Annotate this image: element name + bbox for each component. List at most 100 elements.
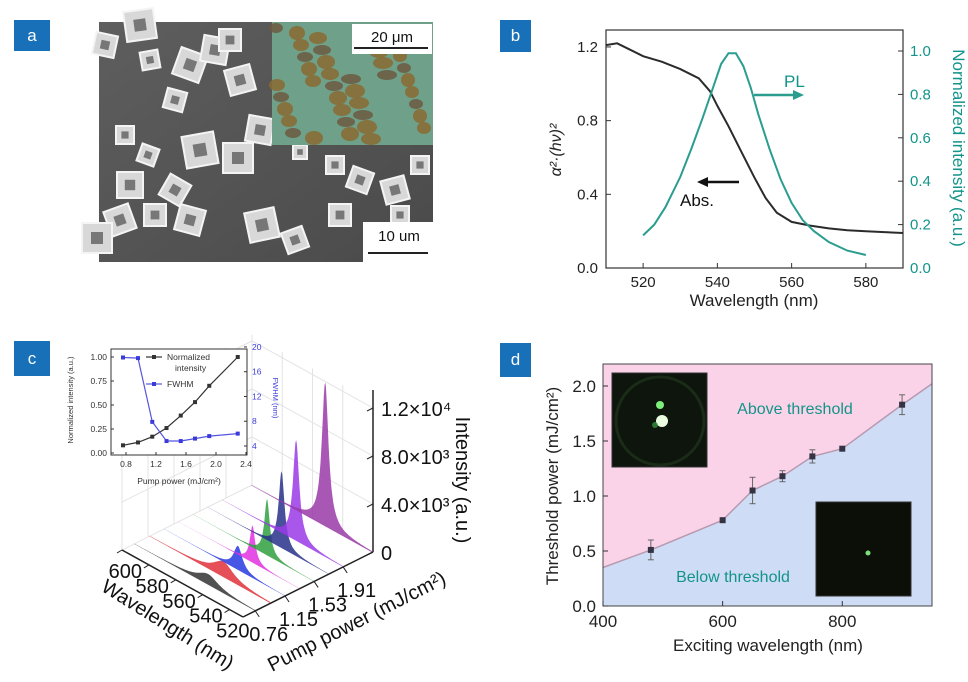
- fwhm-line: [122, 356, 238, 442]
- wavelength-tick-label: 520: [216, 621, 249, 643]
- crystal: [116, 171, 144, 199]
- optical-crystal: [361, 133, 381, 145]
- crystal: [325, 155, 345, 175]
- crystal: [138, 48, 162, 72]
- wavelength-tick-label: 560: [162, 591, 195, 613]
- optical-crystal: [325, 81, 343, 91]
- intensity-tick: [366, 407, 374, 412]
- fwhm-point: [121, 355, 125, 360]
- crystal-pit: [182, 57, 198, 73]
- grid-line: [121, 436, 374, 505]
- scale-bar-inset-label: 20 μm: [371, 29, 413, 46]
- pump-power-tick: [254, 610, 260, 618]
- fwhm-point: [150, 419, 155, 424]
- data-point: [809, 453, 816, 460]
- inset-y-right-tick-label: 8: [252, 416, 257, 426]
- intensity-line: [122, 356, 239, 446]
- crystal-pit: [183, 213, 197, 227]
- crystal-pit: [297, 149, 303, 155]
- scale-bar-main-box: [363, 222, 433, 262]
- abs-annotation: Abs.: [680, 191, 714, 210]
- optical-crystal: [305, 75, 321, 87]
- inset-y-tick-label: 0.75: [90, 376, 107, 386]
- crystal-pit: [232, 152, 244, 164]
- inset-y-tick-label: 0.00: [90, 448, 107, 458]
- inset-y-tick-label: 1.00: [90, 352, 107, 362]
- crystal-pit: [170, 95, 180, 105]
- optical-crystal: [281, 115, 297, 127]
- optical-crystal: [373, 57, 393, 69]
- optical-crystal: [341, 74, 361, 84]
- data-point: [749, 487, 756, 494]
- legend-intensity: Normalized intensity: [167, 352, 210, 373]
- data-point: [779, 473, 786, 480]
- crystal-pit: [335, 210, 345, 220]
- crystal: [243, 206, 281, 244]
- crystal: [135, 142, 161, 168]
- wavelength-tick: [224, 609, 230, 613]
- crystal: [410, 155, 430, 175]
- crystal-pit: [145, 55, 155, 65]
- crystal-pit: [389, 184, 401, 196]
- intensity-point: [150, 434, 155, 439]
- optical-crystal: [289, 26, 305, 40]
- y-right-tick-label: 0.0: [910, 260, 931, 277]
- above-threshold-image: [611, 372, 708, 468]
- y-right-tick-label: 0.4: [910, 173, 931, 190]
- below-threshold-label: Below threshold: [676, 569, 790, 586]
- y-tick-label: 0.5: [572, 542, 596, 561]
- intensity-point: [207, 383, 212, 388]
- spectrum-1.15: [164, 528, 286, 596]
- y-tick-label: 0.8: [577, 113, 598, 130]
- intensity-point: [193, 400, 197, 405]
- abs-arrow: [697, 177, 739, 187]
- crystal-pit: [113, 213, 127, 227]
- pump-power-tick-label: 1.91: [337, 580, 376, 602]
- y-axis-label: Threshold power (mJ/cm²): [543, 387, 562, 585]
- crystal: [180, 130, 220, 170]
- pump-power-tick: [313, 581, 319, 588]
- crystal: [328, 203, 352, 227]
- x-tick-label: 520: [631, 274, 656, 291]
- y-axis-label-right: Normalized intensity (a.u.): [949, 49, 968, 246]
- crystal: [279, 224, 311, 256]
- wavelength-tick-label: 600: [109, 561, 142, 583]
- inset-x-tick-label: 1.6: [180, 459, 192, 469]
- x-tick-label: 600: [708, 612, 736, 631]
- fwhm-point: [136, 356, 140, 361]
- x-tick-label: 800: [828, 612, 856, 631]
- y-tick-label: 1.2: [577, 39, 598, 56]
- optical-crystal: [337, 117, 355, 127]
- crystal: [170, 45, 210, 85]
- x-tick-label: 400: [589, 612, 617, 631]
- optical-crystal: [269, 79, 285, 91]
- intensity-tick-label: 0: [381, 543, 392, 565]
- pl-curve: [642, 52, 867, 256]
- intensity-point: [136, 440, 140, 445]
- crystal-pit: [124, 179, 136, 191]
- crystal-pit: [416, 161, 424, 169]
- pl-annotation: PL: [784, 72, 805, 91]
- below-threshold-image: [815, 501, 912, 597]
- inset-y-axis-label-right: FWHM (nm): [271, 378, 280, 419]
- optical-crystal: [409, 99, 423, 109]
- y-tick-label: 0.4: [577, 186, 598, 203]
- optical-crystal: [293, 39, 309, 51]
- plot-frame: [605, 29, 904, 269]
- x-tick-label: 580: [853, 274, 878, 291]
- y-tick-label: 2.0: [572, 377, 596, 396]
- crystal-face: [81, 222, 113, 254]
- optical-crystal: [397, 63, 411, 73]
- inset-y-tick-label: 0.25: [90, 424, 107, 434]
- x-axis-label: Wavelength (nm): [690, 291, 819, 310]
- panel-label-a: a: [14, 20, 50, 51]
- crystal: [222, 62, 258, 98]
- crystal-pit: [225, 35, 235, 45]
- optical-crystal: [345, 84, 365, 98]
- wavelength-axis: [121, 549, 244, 618]
- optical-crystal: [285, 128, 301, 138]
